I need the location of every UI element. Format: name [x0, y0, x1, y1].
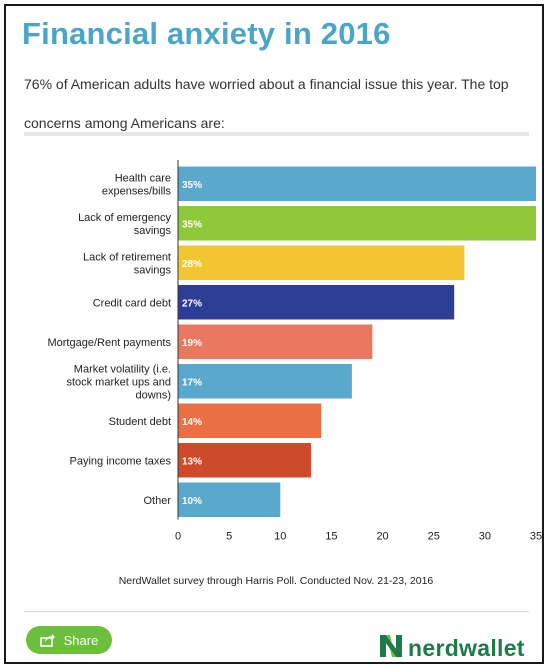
bar-value-label-8: 10% — [182, 496, 202, 507]
x-tick-label-7: 35 — [530, 531, 542, 543]
x-tick-label-1: 5 — [226, 531, 232, 543]
bar-value-label-7: 13% — [182, 456, 202, 467]
nerdwallet-logo: nerdwallet — [378, 632, 525, 665]
bar-4 — [178, 324, 373, 359]
bar-6 — [178, 403, 322, 438]
category-label-6: Student debt — [109, 416, 171, 428]
share-label: Share — [63, 632, 99, 648]
category-label-3: Credit card debt — [93, 297, 171, 309]
category-label-8: Other — [143, 495, 171, 507]
bar-chart: 35% Health care expenses/bills 35% Lack of e… — [47, 160, 542, 543]
bar-0 — [178, 166, 536, 201]
category-label-7: Paying income taxes — [70, 455, 172, 467]
bar-2 — [178, 245, 465, 280]
bar-3 — [178, 285, 455, 320]
bar-value-label-2: 28% — [182, 259, 202, 270]
category-label-1: Lack of emergency savings — [78, 212, 171, 237]
subtitle: 76% of American adults have worried abou… — [24, 76, 509, 131]
card: Financial anxiety in 2016 76% of America… — [4, 4, 544, 664]
bar-value-label-4: 19% — [182, 338, 202, 349]
category-label-4: Mortgage/Rent payments — [47, 337, 171, 349]
footer-divider — [24, 611, 529, 612]
x-tick-label-6: 30 — [479, 531, 491, 543]
bar-value-label-5: 17% — [182, 377, 202, 388]
bar-value-label-0: 35% — [182, 180, 202, 191]
bar-5 — [178, 364, 352, 399]
logo-text: nerdwallet — [408, 635, 525, 661]
title-divider — [24, 132, 529, 136]
x-tick-label-2: 10 — [274, 531, 286, 543]
bar-1 — [178, 206, 536, 241]
page-title: Financial anxiety in 2016 — [22, 16, 391, 51]
x-tick-label-0: 0 — [175, 531, 181, 543]
category-label-5: Market volatility (i.e. stock market ups … — [66, 363, 171, 401]
source-note: NerdWallet survey through Harris Poll. C… — [118, 575, 434, 587]
bar-7 — [178, 443, 311, 478]
category-label-0: Health care expenses/bills — [102, 172, 172, 197]
x-tick-label-5: 25 — [428, 531, 440, 543]
share-button[interactable]: Share — [26, 626, 112, 654]
bar-8 — [178, 482, 281, 517]
category-label-2: Lack of retirement savings — [83, 251, 172, 276]
bar-value-label-6: 14% — [182, 417, 202, 428]
x-tick-label-4: 20 — [376, 531, 388, 543]
bar-value-label-1: 35% — [182, 219, 202, 230]
nerdwallet-n-logo-icon — [378, 632, 404, 665]
x-tick-label-3: 15 — [325, 531, 337, 543]
bar-value-label-3: 27% — [182, 298, 202, 309]
share-icon — [39, 633, 56, 647]
